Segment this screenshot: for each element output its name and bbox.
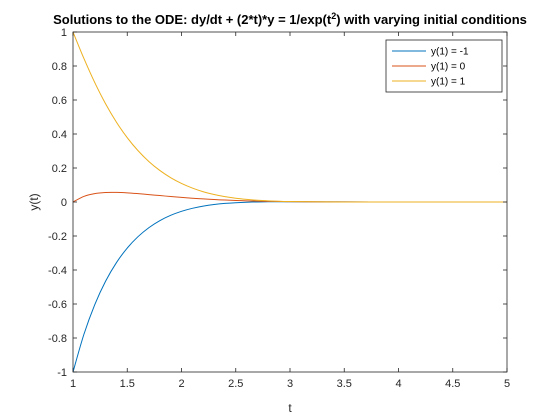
legend: y(1) = -1 y(1) = 0 y(1) = 1 [385, 39, 503, 93]
x-tick-label: 4 [395, 378, 401, 390]
x-tick-label: 3.5 [337, 378, 352, 390]
chart-title-superscript: 2 [331, 11, 336, 21]
y-tick-label: 0.2 [52, 163, 67, 175]
y-axis-label: y(t) [27, 193, 41, 210]
y-tick-label: -0.2 [48, 231, 67, 243]
x-tick-label: 1.5 [120, 378, 135, 390]
y-tick-label: 0.8 [52, 61, 67, 73]
y-tick-label: 1 [61, 27, 67, 39]
y-tick-label: -1 [57, 367, 67, 379]
x-tick-label: 2 [178, 378, 184, 390]
x-axis-label: t [288, 401, 292, 415]
chart-title-main: Solutions to the ODE: dy/dt + (2*t)*y = … [53, 12, 332, 27]
legend-label-2: y(1) = 0 [431, 62, 466, 73]
x-tick-label: 1 [70, 378, 76, 390]
x-tick-label: 4.5 [445, 378, 460, 390]
legend-label-3: y(1) = 1 [431, 77, 466, 88]
series-lines [73, 32, 507, 372]
y-tick-label: -0.8 [48, 333, 67, 345]
chart-title-tail: ) with varying initial conditions [336, 12, 527, 27]
x-tick-label: 2.5 [228, 378, 243, 390]
x-ticks: 1 1.5 2 2.5 3 3.5 4 4.5 5 [70, 32, 510, 390]
y-tick-label: -0.4 [48, 265, 67, 277]
series-line-3 [73, 32, 507, 203]
y-tick-label: 0.4 [52, 129, 67, 141]
legend-label-1: y(1) = -1 [431, 47, 469, 58]
y-tick-label: -0.6 [48, 299, 67, 311]
x-tick-label: 5 [504, 378, 510, 390]
y-tick-label: 0 [61, 197, 67, 209]
chart-title: Solutions to the ODE: dy/dt + (2*t)*y = … [53, 11, 527, 27]
x-tick-label: 3 [287, 378, 293, 390]
y-tick-label: 0.6 [52, 95, 67, 107]
y-ticks: -1 -0.8 -0.6 -0.4 -0.2 0 0.2 0.4 0.6 0.8 1 [48, 27, 507, 379]
